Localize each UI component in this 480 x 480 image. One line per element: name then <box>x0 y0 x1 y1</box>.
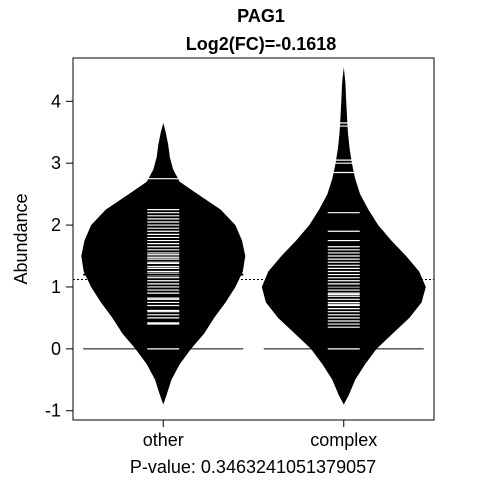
chart-subtitle: Log2(FC)=-0.1618 <box>186 34 337 54</box>
y-tick-label: 2 <box>51 215 61 235</box>
bean-complex <box>261 67 426 405</box>
x-axis-label: P-value: 0.3463241051379057 <box>130 457 376 477</box>
y-tick-label: 3 <box>51 153 61 173</box>
x-tick-label-other: other <box>143 430 184 450</box>
y-tick-label: 1 <box>51 277 61 297</box>
y-tick-label: 0 <box>51 339 61 359</box>
beans-layer <box>81 67 426 405</box>
x-axis: other complex <box>143 419 377 450</box>
y-axis: -1 0 1 2 3 4 <box>45 91 74 421</box>
x-tick-label-complex: complex <box>310 430 377 450</box>
chart-title: PAG1 <box>237 6 285 26</box>
bean-density-complex <box>261 67 426 405</box>
y-tick-label: -1 <box>45 401 61 421</box>
y-axis-label: Abundance <box>11 193 31 284</box>
bean-other <box>81 123 246 405</box>
y-tick-label: 4 <box>51 91 61 111</box>
